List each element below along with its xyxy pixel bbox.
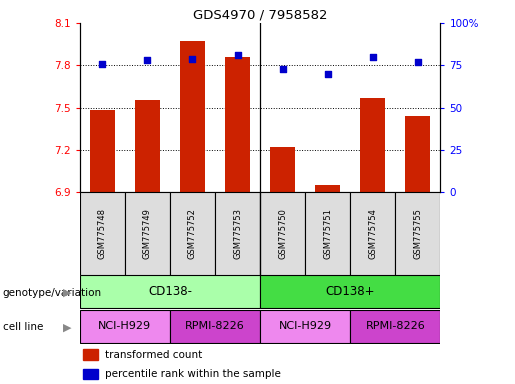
Bar: [305, 192, 350, 275]
Text: GSM775752: GSM775752: [188, 208, 197, 259]
Bar: [270, 147, 295, 192]
Bar: [350, 310, 440, 343]
Text: percentile rank within the sample: percentile rank within the sample: [105, 369, 281, 379]
Bar: [396, 192, 440, 275]
Point: [323, 71, 332, 77]
Text: ▶: ▶: [62, 322, 71, 332]
Bar: [80, 275, 260, 308]
Point: [414, 59, 422, 65]
Text: NCI-H929: NCI-H929: [279, 321, 332, 331]
Text: GSM775749: GSM775749: [143, 208, 152, 259]
Text: cell line: cell line: [3, 322, 43, 332]
Bar: [170, 310, 260, 343]
Text: GSM775754: GSM775754: [368, 208, 377, 259]
Bar: [260, 275, 440, 308]
Bar: [405, 116, 430, 192]
Text: ▶: ▶: [62, 288, 71, 298]
Text: CD138-: CD138-: [148, 285, 192, 298]
Bar: [125, 192, 170, 275]
Bar: [315, 185, 340, 192]
Text: GSM775750: GSM775750: [278, 208, 287, 259]
Point: [369, 54, 377, 60]
Bar: [215, 192, 260, 275]
Bar: [260, 192, 305, 275]
Text: GSM775753: GSM775753: [233, 208, 242, 259]
Bar: [80, 192, 125, 275]
Point: [188, 55, 197, 61]
Point: [98, 61, 107, 67]
Bar: [135, 101, 160, 192]
Title: GDS4970 / 7958582: GDS4970 / 7958582: [193, 9, 328, 22]
Text: RPMI-8226: RPMI-8226: [365, 321, 425, 331]
Bar: [83, 349, 98, 360]
Text: genotype/variation: genotype/variation: [3, 288, 101, 298]
Bar: [90, 110, 115, 192]
Text: GSM775748: GSM775748: [98, 208, 107, 259]
Bar: [350, 192, 396, 275]
Bar: [83, 369, 98, 379]
Text: GSM775755: GSM775755: [414, 208, 422, 259]
Text: NCI-H929: NCI-H929: [98, 321, 151, 331]
Bar: [170, 192, 215, 275]
Point: [143, 57, 151, 63]
Text: CD138+: CD138+: [325, 285, 375, 298]
Bar: [80, 310, 170, 343]
Point: [279, 66, 287, 72]
Text: GSM775751: GSM775751: [323, 208, 332, 259]
Bar: [225, 57, 250, 192]
Bar: [360, 98, 385, 192]
Text: transformed count: transformed count: [105, 350, 202, 360]
Point: [233, 52, 242, 58]
Bar: [180, 41, 205, 192]
Bar: [260, 310, 350, 343]
Text: RPMI-8226: RPMI-8226: [185, 321, 245, 331]
